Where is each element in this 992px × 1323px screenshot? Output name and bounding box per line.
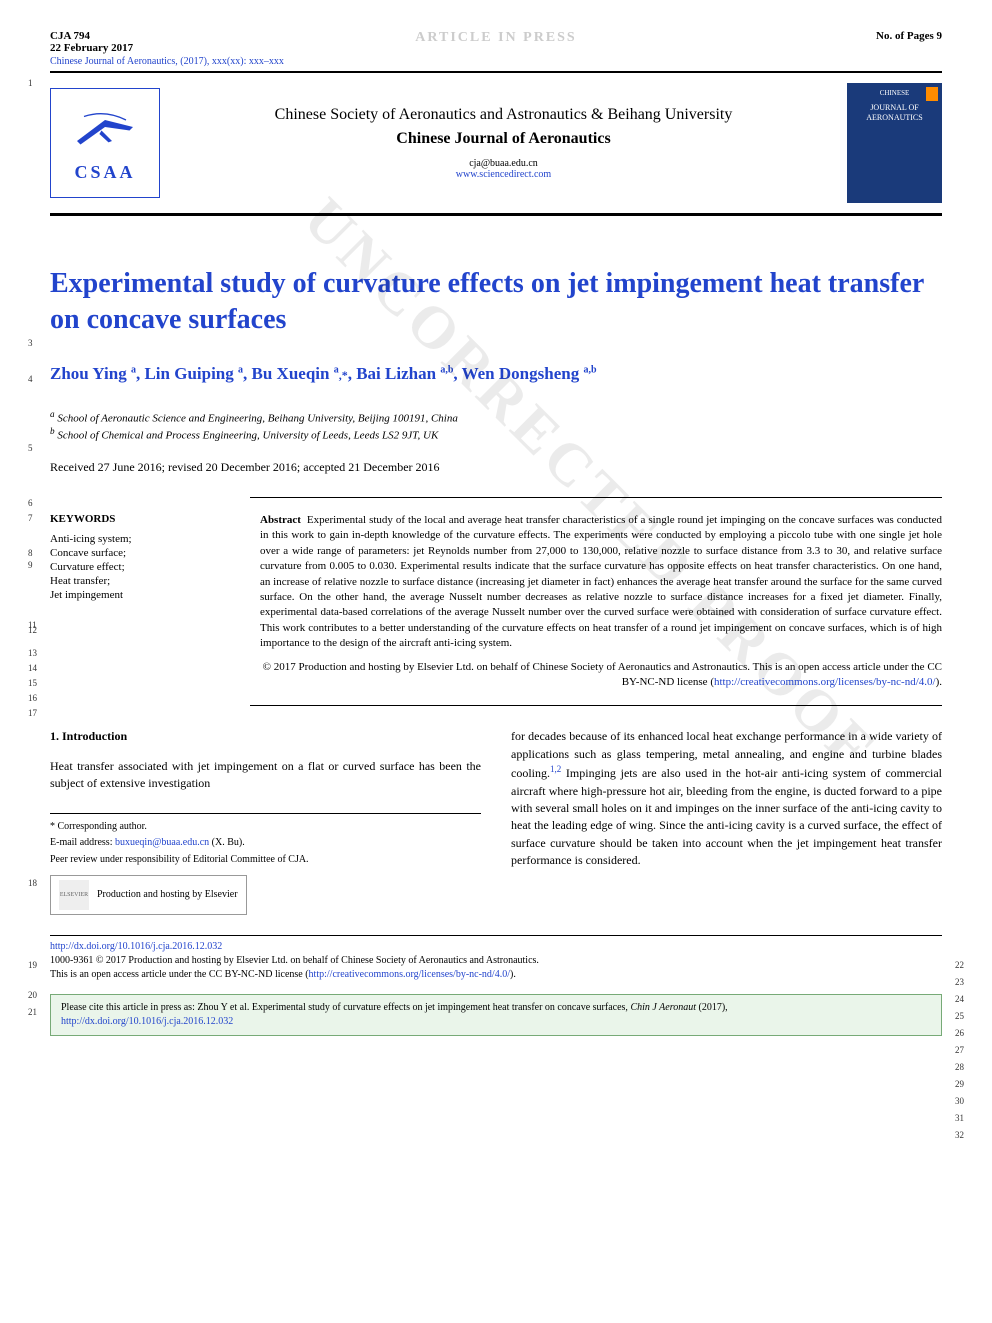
issn-text: 1000-9361 © 2017 Production and hosting … (50, 954, 942, 968)
line-number: 23 (955, 977, 964, 987)
line-number: 5 (28, 443, 33, 453)
keyword-item: Concave surface; (50, 547, 230, 559)
license-link[interactable]: http://creativecommons.org/licenses/by-n… (714, 676, 936, 688)
keywords-column: KEYWORDS Anti-icing system; Concave surf… (50, 505, 230, 698)
affiliation-b: b School of Chemical and Process Enginee… (50, 426, 942, 442)
line-number: 17 (28, 708, 37, 718)
publisher-mark-icon (926, 87, 938, 101)
keyword-item: Curvature effect; (50, 561, 230, 573)
body-right-column: for decades because of its enhanced loca… (511, 728, 942, 915)
line-number: 6 (28, 498, 33, 508)
footer-block: http://dx.doi.org/10.1016/j.cja.2016.12.… (50, 935, 942, 982)
author-5: Wen Dongsheng a,b (462, 364, 597, 383)
authors: Zhou Ying a, Lin Guiping a, Bu Xueqin a,… (50, 364, 942, 384)
line-number: 24 (955, 994, 964, 1004)
society-name: Chinese Society of Aeronautics and Astro… (180, 106, 827, 124)
line-number: 25 (955, 1011, 964, 1021)
doi-link[interactable]: http://dx.doi.org/10.1016/j.cja.2016.12.… (50, 941, 222, 952)
cite-journal: Chin J Aeronaut (630, 1002, 696, 1013)
body-left-column: 1. Introduction Heat transfer associated… (50, 728, 481, 915)
cover-title: JOURNAL OF AERONAUTICS (851, 103, 938, 122)
keyword-item: Anti-icing system; (50, 533, 230, 545)
peer-review-note: Peer review under responsibility of Edit… (50, 853, 481, 868)
plane-icon (70, 103, 140, 158)
keyword-item: Jet impingement (50, 589, 230, 601)
elsevier-logo-icon: ELSEVIER (59, 880, 89, 910)
line-number: 12 (28, 625, 37, 635)
journal-cover: CHINESE JOURNAL OF AERONAUTICS (847, 83, 942, 203)
email-line: E-mail address: buxueqin@buaa.edu.cn (X.… (50, 836, 481, 851)
line-number: 4 (28, 374, 33, 384)
page: UNCORRECTED PROOF CJA 794 22 February 20… (0, 0, 992, 1066)
line-number: 13 (28, 648, 37, 658)
footnote-block: * Corresponding author. E-mail address: … (50, 813, 481, 916)
citation-line: Chinese Journal of Aeronautics, (2017), … (50, 56, 942, 67)
author-3: Bu Xueqin a,* (252, 364, 348, 383)
line-number: 22 (955, 960, 964, 970)
abstract-text: Experimental study of the local and aver… (260, 514, 942, 649)
line-number: 28 (955, 1062, 964, 1072)
section-title: 1. Introduction (50, 728, 481, 745)
abstract-column: Abstract Experimental study of the local… (260, 505, 942, 698)
line-number: 27 (955, 1045, 964, 1055)
aip-text: ARTICLE IN PRESS (415, 30, 576, 45)
intro-para-right: for decades because of its enhanced loca… (511, 728, 942, 869)
cite-doi-link[interactable]: http://dx.doi.org/10.1016/j.cja.2016.12.… (61, 1016, 233, 1027)
journal-website[interactable]: www.sciencedirect.com (180, 169, 827, 180)
author-4: Bai Lizhan a,b (356, 364, 453, 383)
line-number: 15 (28, 678, 37, 688)
cover-prefix: CHINESE (851, 89, 938, 97)
affiliation-a: a School of Aeronautic Science and Engin… (50, 409, 942, 425)
ref-link[interactable]: 1,2 (550, 764, 561, 774)
footer-license: This is an open access article under the… (50, 968, 942, 982)
title-block: Experimental study of curvature effects … (50, 266, 942, 475)
received-line: Received 27 June 2016; revised 20 Decemb… (50, 460, 942, 475)
line-number: 19 (28, 960, 37, 970)
line-number: 9 (28, 560, 33, 570)
line-number: 26 (955, 1028, 964, 1038)
article-title: Experimental study of curvature effects … (50, 266, 942, 339)
author-2: Lin Guiping a (144, 364, 243, 383)
copyright-text: © 2017 Production and hosting by Elsevie… (260, 660, 942, 691)
email-link[interactable]: buxueqin@buaa.edu.cn (115, 837, 209, 848)
line-number: 18 (28, 878, 37, 888)
aip-banner: ARTICLE IN PRESS (0, 30, 992, 46)
line-number: 21 (28, 1007, 37, 1017)
abstract-block: KEYWORDS Anti-icing system; Concave surf… (50, 505, 942, 698)
abstract-label: Abstract (260, 514, 301, 526)
line-number: 20 (28, 990, 37, 1000)
body-block: 1. Introduction Heat transfer associated… (50, 728, 942, 915)
line-number: 7 (28, 513, 33, 523)
line-number: 8 (28, 548, 33, 558)
keyword-item: Heat transfer; (50, 575, 230, 587)
journal-name: Chinese Journal of Aeronautics (180, 130, 827, 148)
affiliations: a School of Aeronautic Science and Engin… (50, 409, 942, 442)
keywords-title: KEYWORDS (50, 513, 230, 525)
line-number: 14 (28, 663, 37, 673)
line-number: 32 (955, 1130, 964, 1140)
footer-license-link[interactable]: http://creativecommons.org/licenses/by-n… (309, 969, 510, 980)
journal-header: CSAA Chinese Society of Aeronautics and … (50, 71, 942, 216)
author-1: Zhou Ying a (50, 364, 136, 383)
line-number: 3 (28, 338, 33, 348)
csaa-logo: CSAA (50, 88, 160, 198)
line-number: 31 (955, 1113, 964, 1123)
production-text: Production and hosting by Elsevier (97, 888, 238, 903)
logo-text: CSAA (74, 162, 135, 183)
intro-para-left: Heat transfer associated with jet imping… (50, 758, 481, 793)
production-box: ELSEVIER Production and hosting by Elsev… (50, 875, 247, 915)
journal-email: cja@buaa.edu.cn (180, 158, 827, 169)
journal-center: Chinese Society of Aeronautics and Astro… (180, 106, 827, 180)
line-number: 16 (28, 693, 37, 703)
line-number: 29 (955, 1079, 964, 1089)
cite-box: Please cite this article in press as: Zh… (50, 994, 942, 1036)
line-number: 1 (28, 78, 33, 88)
line-number: 30 (955, 1096, 964, 1106)
corresponding-note: * Corresponding author. (50, 820, 481, 835)
header-meta: CJA 794 22 February 2017 ARTICLE IN PRES… (50, 30, 942, 54)
